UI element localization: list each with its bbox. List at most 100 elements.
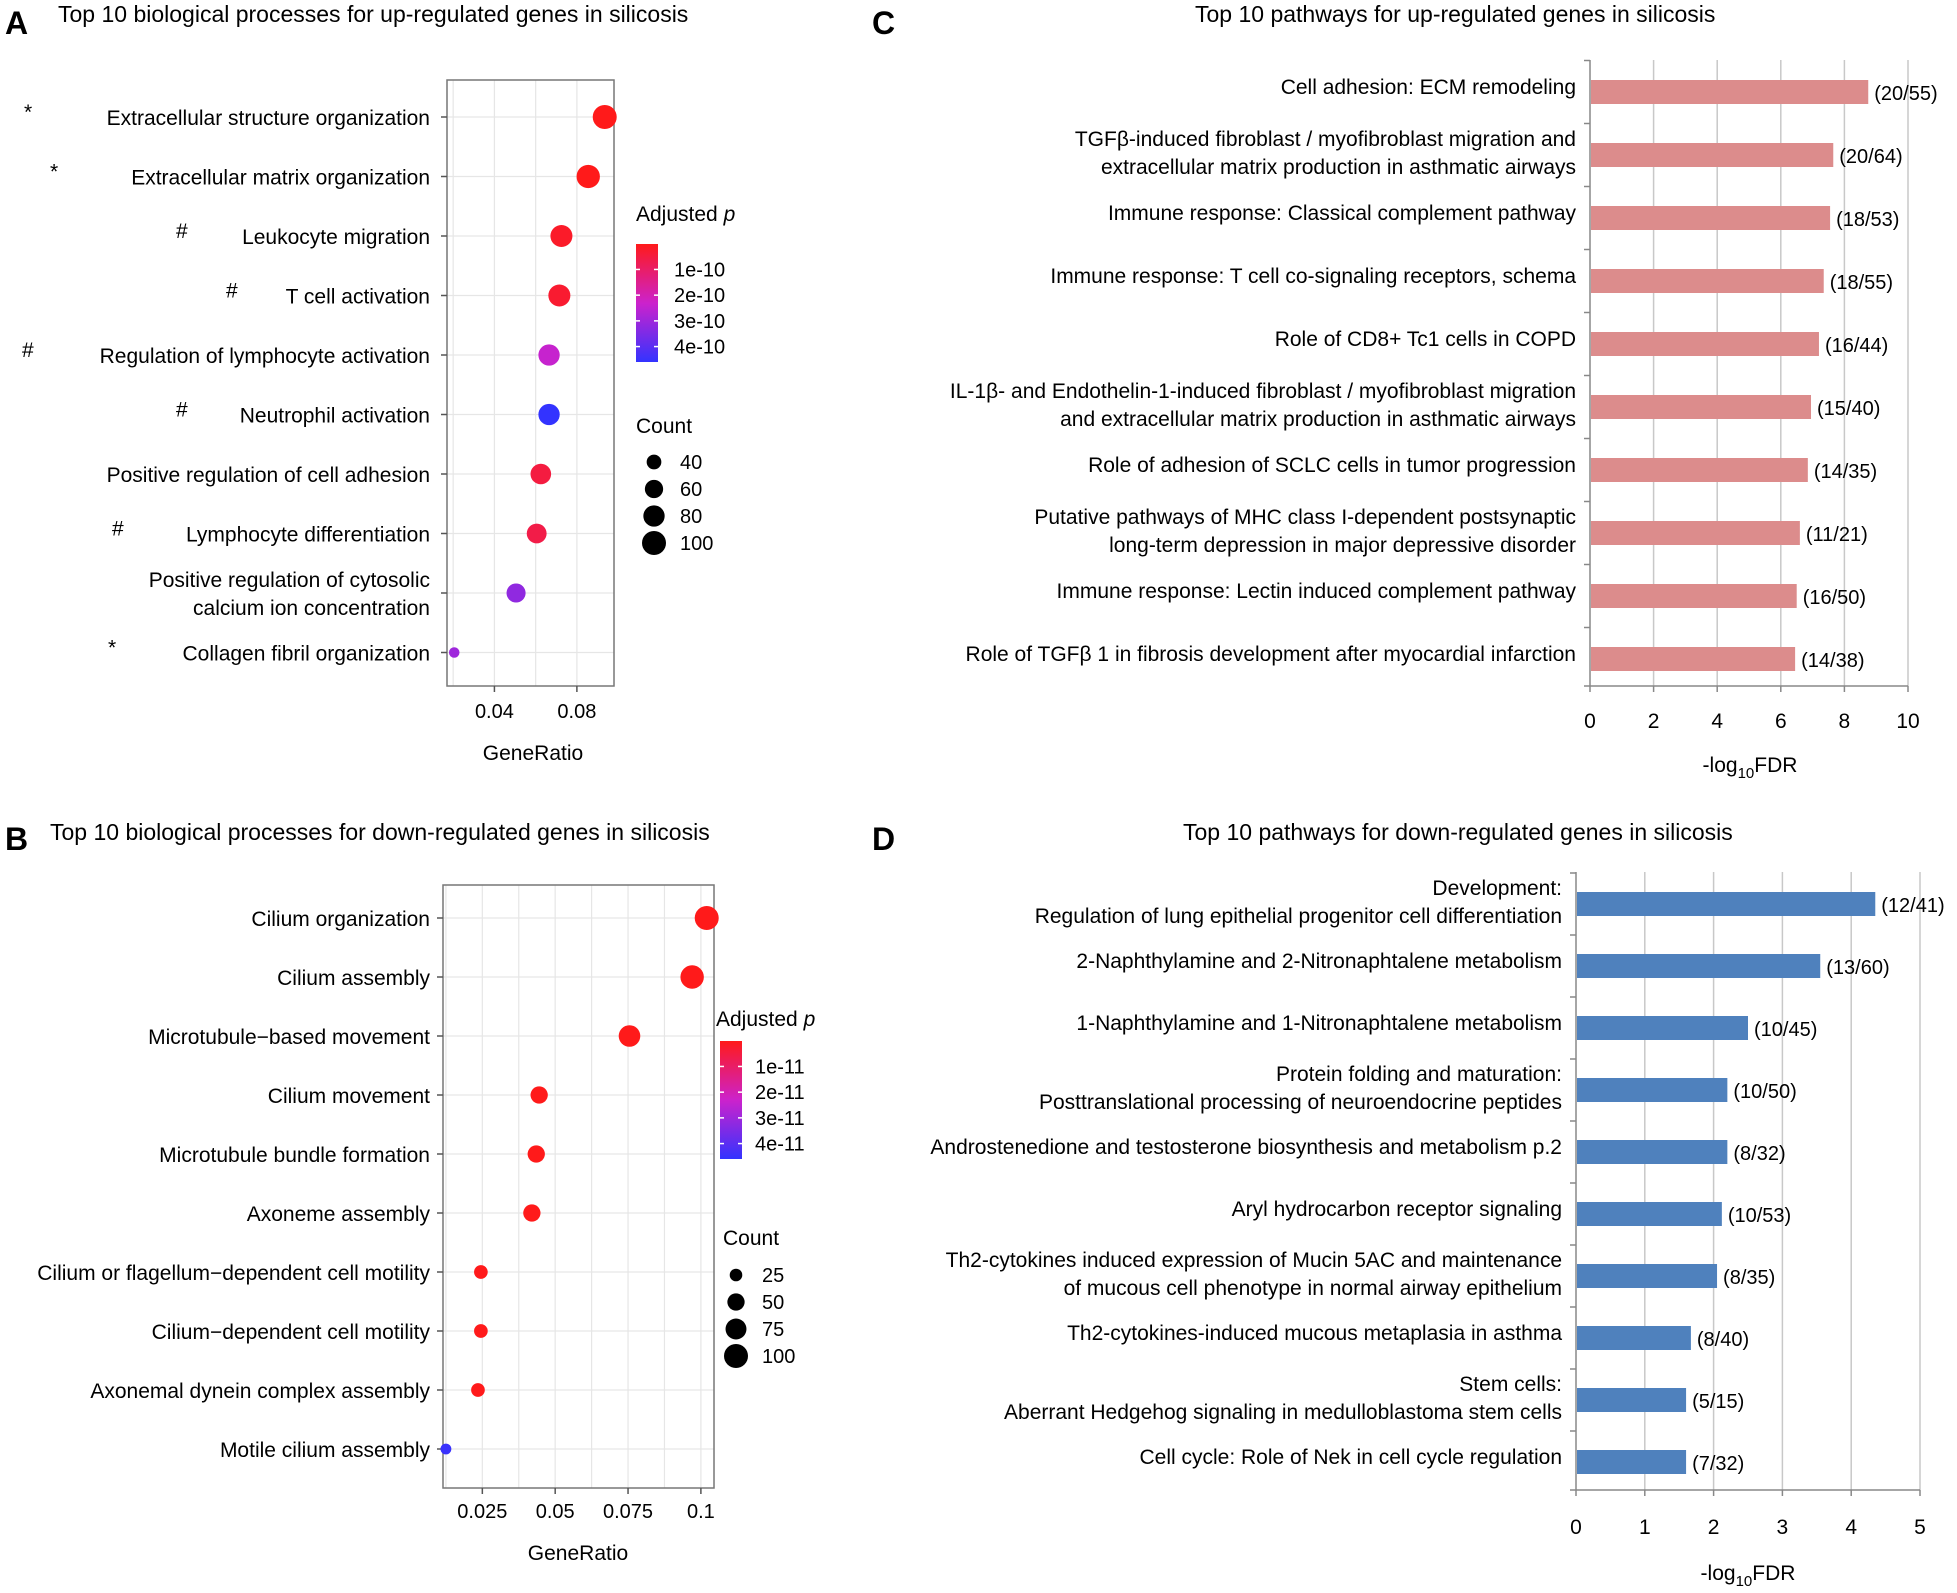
data-point (592, 105, 617, 129)
x-tick-label: 0.05 (536, 1501, 575, 1523)
panel-letter-C: C (872, 5, 895, 41)
bar (1577, 1388, 1687, 1412)
significance-marker: * (50, 161, 58, 184)
category-label: long-term depression in major depressive… (1109, 534, 1576, 557)
color-legend-label: 4e-10 (674, 337, 725, 359)
x-tick-label: 2 (1648, 710, 1660, 733)
size-legend-label: 80 (680, 506, 702, 528)
color-legend-label: 2e-10 (674, 285, 725, 307)
panel-letter-B: B (5, 821, 28, 857)
gridlines (447, 80, 614, 686)
bar (1577, 954, 1821, 978)
y-tick-label: Cilium−dependent cell motility (152, 1321, 431, 1344)
data-point (694, 906, 719, 930)
x-axis-label: -log10FDR (1701, 1562, 1796, 1590)
x-tick-label: 0.04 (475, 701, 514, 723)
bar (1591, 80, 1869, 104)
color-legend-label: 2e-11 (755, 1082, 805, 1104)
category-label: TGFβ-induced fibroblast / myofibroblast … (1075, 128, 1576, 151)
size-legend-label: 25 (762, 1265, 784, 1287)
y-tick-label: Microtubule−based movement (148, 1026, 430, 1049)
y-tick-label: Regulation of lymphocyte activation (100, 345, 430, 368)
category-label: Immune response: T cell co-signaling rec… (1050, 265, 1576, 288)
bar (1577, 1140, 1728, 1164)
y-tick-label: Axonemal dynein complex assembly (90, 1380, 430, 1403)
color-legend-label: 3e-10 (674, 311, 725, 333)
bar (1577, 1078, 1728, 1102)
y-tick-label: Extracellular structure organization (107, 107, 430, 130)
data-label: (8/35) (1723, 1267, 1775, 1289)
x-tick-label: 0.1 (687, 1501, 715, 1523)
category-label: Role of TGFβ 1 in fibrosis development a… (966, 643, 1576, 666)
x-axis-label: GeneRatio (528, 1542, 628, 1565)
data-label: (18/55) (1830, 272, 1893, 294)
data-point (474, 1265, 488, 1279)
category-label: extracellular matrix production in asthm… (1101, 156, 1576, 179)
x-tick-label: 0 (1570, 1516, 1582, 1539)
bar-chart-up-regulated-pathways: Cell adhesion: ECM remodeling (20/55) TGFβ… (950, 59, 1938, 782)
bar (1577, 892, 1876, 916)
significance-marker: # (22, 339, 34, 362)
x-tick-label: 0.025 (457, 1501, 507, 1523)
category-label: Development: (1432, 877, 1562, 900)
category-label: Stem cells: (1459, 1373, 1562, 1396)
plot-frame (446, 79, 615, 687)
category-label: 1-Naphthylamine and 1-Nitronaphtalene me… (1076, 1012, 1562, 1035)
color-legend-label: 3e-11 (755, 1108, 805, 1130)
x-axis-label: GeneRatio (483, 742, 583, 765)
size-legend-label: 100 (762, 1346, 795, 1368)
size-legend-label: 75 (762, 1319, 784, 1341)
category-label: Role of adhesion of SCLC cells in tumor … (1088, 454, 1576, 477)
x-tick-label: 0 (1584, 710, 1596, 733)
bar (1591, 584, 1797, 608)
panel-B-header: B Top 10 biological processes for down-r… (5, 819, 710, 857)
data-point (523, 1204, 541, 1222)
color-legend-gradient (636, 244, 658, 362)
y-tick-label: Positive regulation of cell adhesion (107, 464, 430, 487)
color-legend-gradient (720, 1041, 742, 1159)
panel-title-C: Top 10 pathways for up-regulated genes i… (1195, 1, 1715, 27)
y-tick-label: Cilium movement (268, 1085, 430, 1108)
data-label: (10/53) (1728, 1205, 1791, 1227)
bar (1591, 332, 1819, 356)
y-tick-label: Extracellular matrix organization (131, 167, 430, 190)
panel-C-header: C Top 10 pathways for up-regulated genes… (872, 1, 1715, 41)
size-legend-dot (724, 1344, 748, 1368)
panel-letter-A: A (5, 5, 28, 41)
data-label: (20/64) (1839, 146, 1902, 168)
category-label: Cell cycle: Role of Nek in cell cycle re… (1139, 1446, 1562, 1469)
y-tick-label: Lymphocyte differentiation (186, 524, 430, 547)
gridlines (443, 885, 714, 1488)
y-tick-label: Positive regulation of cytosolic (149, 569, 430, 592)
y-tick-label: Axoneme assembly (247, 1203, 431, 1226)
bar (1591, 395, 1812, 419)
category-label: and extracellular matrix production in a… (1060, 408, 1576, 431)
data-point (526, 523, 547, 544)
y-tick-label: Collagen fibril organization (183, 643, 430, 666)
data-point (538, 403, 560, 426)
x-tick-label: 0.08 (557, 701, 596, 723)
size-legend-dot (727, 1293, 745, 1311)
data-point (527, 1145, 545, 1163)
color-legend-label: 1e-10 (674, 259, 725, 281)
bar (1591, 206, 1831, 230)
category-label: 2-Naphthylamine and 2-Nitronaphtalene me… (1076, 950, 1562, 973)
bar (1577, 1202, 1722, 1226)
x-tick-label: 2 (1708, 1516, 1720, 1539)
x-tick-label: 4 (1845, 1516, 1857, 1539)
x-tick-label: 3 (1777, 1516, 1789, 1539)
color-legend-label: 4e-11 (755, 1134, 805, 1156)
bar (1577, 1326, 1691, 1350)
data-point (471, 1383, 485, 1397)
size-legend-title: Count (636, 415, 692, 438)
category-label: Aberrant Hedgehog signaling in medullobl… (1004, 1401, 1562, 1424)
size-legend-dot (646, 454, 662, 470)
significance-marker: # (226, 280, 238, 303)
data-label: (5/15) (1692, 1391, 1744, 1413)
data-label: (16/44) (1825, 335, 1888, 357)
category-label: Th2-cytokines induced expression of Muci… (946, 1249, 1562, 1272)
size-legend-dot (642, 531, 666, 555)
category-label: Th2-cytokines-induced mucous metaplasia … (1067, 1322, 1562, 1345)
significance-marker: * (108, 637, 116, 660)
